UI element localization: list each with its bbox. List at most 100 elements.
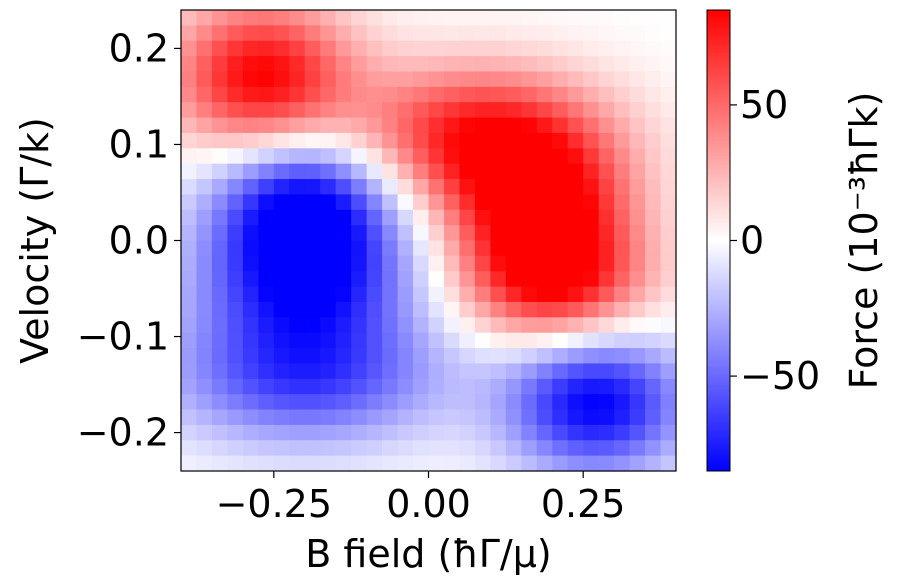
heatmap-cell <box>366 10 383 26</box>
heatmap-cell <box>181 148 198 165</box>
heatmap-cell <box>397 348 414 365</box>
heatmap-cell <box>320 148 337 165</box>
heatmap-cell <box>273 424 290 441</box>
heatmap-cell <box>382 440 399 457</box>
heatmap-cell <box>211 10 229 26</box>
heatmap-cell <box>598 348 615 365</box>
heatmap-cell <box>614 56 631 73</box>
heatmap-cell <box>289 455 306 472</box>
heatmap-cell <box>351 71 368 88</box>
heatmap-cell <box>227 424 244 441</box>
heatmap-cell <box>413 56 430 73</box>
heatmap-cell <box>567 194 584 211</box>
heatmap-cell <box>304 40 321 57</box>
heatmap-cell <box>196 225 213 242</box>
colorbar-tick-label: 50 <box>740 83 788 127</box>
heatmap-cell <box>227 317 244 334</box>
heatmap-cell <box>645 209 662 226</box>
heatmap-cell <box>242 225 259 242</box>
heatmap-cell <box>320 179 337 195</box>
heatmap-cell <box>521 255 538 272</box>
heatmap-cell <box>273 348 290 365</box>
heatmap-cell <box>536 40 553 57</box>
heatmap-cell <box>351 378 368 395</box>
heatmap-cell <box>552 40 569 57</box>
heatmap-cell <box>428 179 445 195</box>
heatmap-cell <box>258 363 275 380</box>
heatmap-cell <box>474 240 491 257</box>
heatmap-cell <box>490 348 507 365</box>
heatmap-cell <box>382 102 399 119</box>
heatmap-cell <box>583 378 600 395</box>
heatmap-cell <box>351 102 368 119</box>
heatmap-cell <box>428 194 445 211</box>
heatmap-cell <box>552 194 569 211</box>
heatmap-cell <box>181 286 198 303</box>
heatmap-cell <box>645 332 662 349</box>
heatmap-cell <box>583 225 600 242</box>
heatmap-cell <box>428 163 445 180</box>
heatmap-cell <box>443 363 461 380</box>
heatmap-cell <box>567 86 584 103</box>
heatmap-cell <box>397 179 414 195</box>
heatmap-cell <box>289 271 306 288</box>
heatmap-cell <box>428 317 445 334</box>
heatmap-cell <box>366 255 383 272</box>
heatmap-cell <box>382 286 399 303</box>
heatmap-cell <box>366 378 383 395</box>
heatmap-cell <box>335 240 352 257</box>
heatmap-cell <box>227 71 244 88</box>
heatmap-cell <box>660 117 677 134</box>
y-tick-label: 0.0 <box>109 219 169 263</box>
heatmap-cell <box>181 71 198 88</box>
heatmap-cell <box>211 271 229 288</box>
heatmap-cell <box>382 348 399 365</box>
heatmap-cell <box>443 348 461 365</box>
heatmap-cell <box>614 455 631 472</box>
heatmap-cell <box>536 117 553 134</box>
heatmap-cell <box>490 102 507 119</box>
heatmap-cell <box>382 317 399 334</box>
heatmap-cell <box>351 225 368 242</box>
heatmap-cell <box>459 225 476 242</box>
heatmap-cell <box>320 56 337 73</box>
heatmap-cell <box>196 317 213 334</box>
heatmap-cell <box>211 25 229 42</box>
heatmap-cell <box>536 71 553 88</box>
heatmap-cell <box>614 148 631 165</box>
heatmap-cell <box>227 102 244 119</box>
colorbar <box>706 9 731 472</box>
heatmap-cell <box>304 25 321 42</box>
heatmap-cell <box>490 179 507 195</box>
heatmap-cell <box>567 378 584 395</box>
heatmap-cell <box>443 132 461 149</box>
heatmap-cell <box>505 271 522 288</box>
heatmap-cell <box>320 209 337 226</box>
heatmap-cell <box>474 378 491 395</box>
heatmap-cell <box>196 378 213 395</box>
heatmap-cell <box>304 317 321 334</box>
heatmap-cell <box>211 286 229 303</box>
heatmap-cell <box>614 194 631 211</box>
heatmap-cell <box>443 25 461 42</box>
heatmap-cell <box>304 271 321 288</box>
heatmap-cell <box>320 71 337 88</box>
heatmap-cell <box>459 10 476 26</box>
heatmap-cell <box>258 225 275 242</box>
heatmap-cell <box>583 179 600 195</box>
heatmap-cell <box>227 378 244 395</box>
heatmap-cell <box>181 56 198 73</box>
heatmap-cell <box>351 117 368 134</box>
heatmap-cell <box>366 394 383 411</box>
heatmap-cell <box>382 301 399 318</box>
heatmap-cell <box>397 117 414 134</box>
heatmap-cell <box>289 348 306 365</box>
heatmap-cell <box>304 102 321 119</box>
heatmap-cell <box>598 25 615 42</box>
heatmap-cell <box>196 455 213 472</box>
heatmap-cell <box>474 286 491 303</box>
heatmap-cell <box>660 132 677 149</box>
heatmap-cell <box>335 286 352 303</box>
heatmap-cell <box>660 179 677 195</box>
heatmap-cell <box>320 409 337 426</box>
